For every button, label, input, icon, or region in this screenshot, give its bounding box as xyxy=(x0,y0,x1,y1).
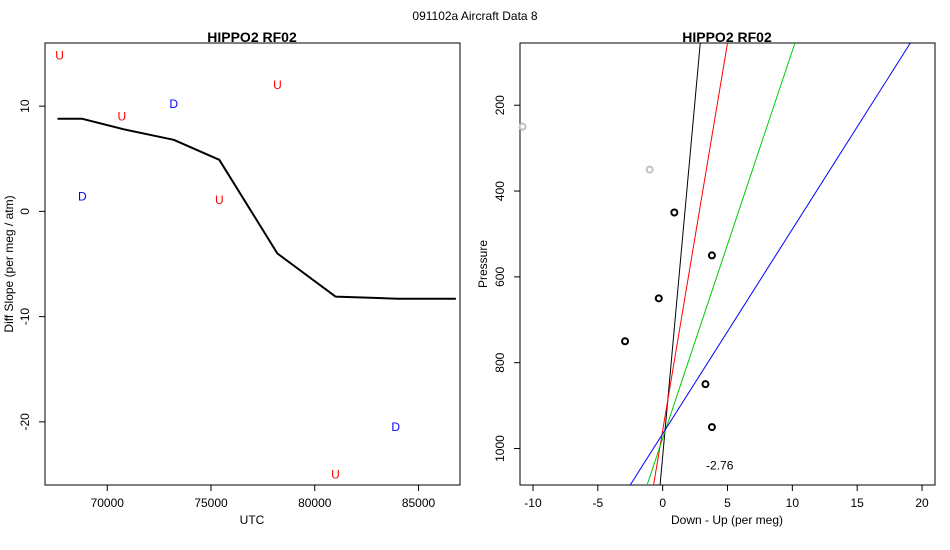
x-tick-label: 0 xyxy=(659,496,666,510)
left-panel-title: HIPPO2 RF02 xyxy=(207,29,297,45)
y-tick-label: -10 xyxy=(18,308,32,326)
x-tick-label: -10 xyxy=(524,496,542,510)
figure-title: 091102a Aircraft Data 8 xyxy=(412,9,538,23)
x-tick-label: -5 xyxy=(592,496,603,510)
data-point xyxy=(670,208,679,217)
x-tick-label: 20 xyxy=(915,496,929,510)
x-tick-label: 75000 xyxy=(194,496,228,510)
y-tick-label: 200 xyxy=(493,95,507,115)
x-tick-label: 5 xyxy=(724,496,731,510)
right-panel-pressure: HIPPO2 RF02 Down - Up (per meg) Pressure… xyxy=(476,29,936,527)
right-x-axis-label: Down - Up (per meg) xyxy=(671,513,783,527)
annotation-label: U xyxy=(331,467,340,481)
fit-line xyxy=(646,43,796,485)
x-tick-label: 15 xyxy=(851,496,865,510)
left-panel-diff-slope: HIPPO2 RF02 UTC Diff Slope (per meg / at… xyxy=(2,29,461,527)
fit-line xyxy=(659,43,701,485)
right-panel-title: HIPPO2 RF02 xyxy=(682,29,772,45)
right-y-axis-label: Pressure xyxy=(476,240,490,288)
x-tick-label: 80000 xyxy=(298,496,332,510)
series-line xyxy=(57,117,456,300)
y-tick-label: 800 xyxy=(493,352,507,372)
y-tick-label: 10 xyxy=(18,99,32,113)
y-tick-label: 0 xyxy=(18,208,32,215)
annotation-label: -2.76 xyxy=(706,459,734,473)
data-point xyxy=(701,380,710,389)
y-tick-label: 1000 xyxy=(493,435,507,462)
data-point xyxy=(707,251,716,260)
data-point xyxy=(621,337,630,346)
annotation-label: U xyxy=(55,49,64,63)
data-point xyxy=(645,165,654,174)
data-point xyxy=(518,122,527,131)
data-point xyxy=(707,423,716,432)
right-plot-frame xyxy=(519,42,936,486)
y-tick-label: 600 xyxy=(493,267,507,287)
x-tick-label: 10 xyxy=(786,496,800,510)
fit-line xyxy=(629,43,911,485)
y-tick-label: -20 xyxy=(18,413,32,431)
data-point xyxy=(654,294,663,303)
left-y-axis-label: Diff Slope (per meg / atm) xyxy=(2,195,16,332)
annotation-label: D xyxy=(78,190,87,204)
annotation-label: U xyxy=(273,78,282,92)
annotation-label: D xyxy=(169,97,178,111)
annotation-label: U xyxy=(215,193,224,207)
x-tick-label: 70000 xyxy=(91,496,125,510)
left-x-axis-label: UTC xyxy=(240,513,265,527)
y-tick-label: 400 xyxy=(493,181,507,201)
annotation-label: U xyxy=(117,110,126,124)
left-plot-frame xyxy=(44,42,461,486)
x-tick-label: 85000 xyxy=(402,496,436,510)
fit-line xyxy=(653,43,728,485)
annotation-label: D xyxy=(391,420,400,434)
